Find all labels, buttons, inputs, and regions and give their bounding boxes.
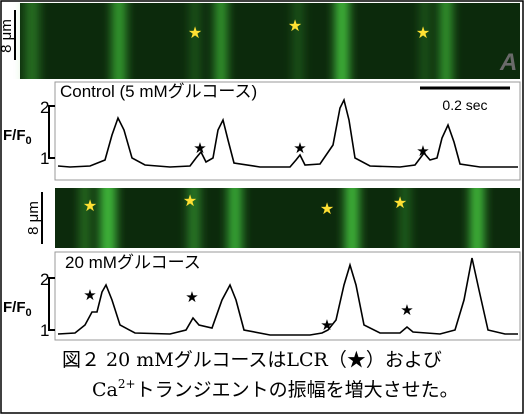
condition-label: Control (5 mMグルコース) bbox=[60, 82, 257, 101]
svg-text:★: ★ bbox=[193, 139, 206, 157]
y-label: F/F0 bbox=[3, 299, 32, 319]
bracket bbox=[49, 106, 55, 158]
svg-text:★: ★ bbox=[393, 193, 407, 212]
svg-text:★: ★ bbox=[83, 286, 96, 304]
y-label: F/F0 bbox=[3, 127, 32, 147]
linescan-image: ★ ★ ★ ★ bbox=[55, 188, 520, 248]
svg-text:★: ★ bbox=[416, 23, 430, 42]
figure: ★ ★ ★ 8 μm A Control (5 mMグルコース) 0.2 sec 2… bbox=[0, 0, 524, 414]
svg-text:★: ★ bbox=[320, 316, 333, 334]
svg-text:★: ★ bbox=[416, 142, 429, 160]
bracket bbox=[49, 278, 55, 330]
scale-label: 8 μm bbox=[0, 19, 15, 53]
scale-label: 8 μm bbox=[25, 201, 42, 235]
svg-text:★: ★ bbox=[288, 16, 302, 35]
page: {"figure": { "panel_top": {"scale": "8 μ… bbox=[0, 0, 524, 414]
svg-text:★: ★ bbox=[320, 199, 334, 218]
linescan-image: ★ ★ ★ bbox=[20, 3, 520, 79]
svg-text:★: ★ bbox=[188, 23, 202, 42]
panel-letter: A bbox=[499, 49, 517, 76]
svg-text:★: ★ bbox=[83, 196, 97, 215]
svg-text:★: ★ bbox=[400, 301, 413, 319]
svg-text:★: ★ bbox=[293, 139, 306, 157]
caption-line: Ca2+トランジエントの振幅を増大させた。 bbox=[92, 377, 459, 401]
condition-label: 20 mMグルコース bbox=[65, 253, 201, 272]
svg-text:★: ★ bbox=[185, 288, 198, 306]
time-label: 0.2 sec bbox=[442, 97, 487, 113]
svg-text:★: ★ bbox=[183, 191, 197, 210]
caption-line: 図２ 20 mMグルコースはLCR（★）および bbox=[62, 349, 442, 371]
